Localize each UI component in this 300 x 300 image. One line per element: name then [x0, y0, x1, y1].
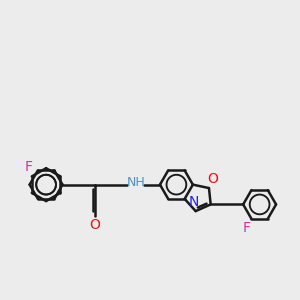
Text: NH: NH	[127, 176, 146, 189]
Text: N: N	[188, 195, 199, 208]
Text: O: O	[90, 218, 101, 232]
Text: O: O	[207, 172, 218, 185]
Text: F: F	[24, 160, 32, 174]
Text: F: F	[243, 221, 251, 235]
